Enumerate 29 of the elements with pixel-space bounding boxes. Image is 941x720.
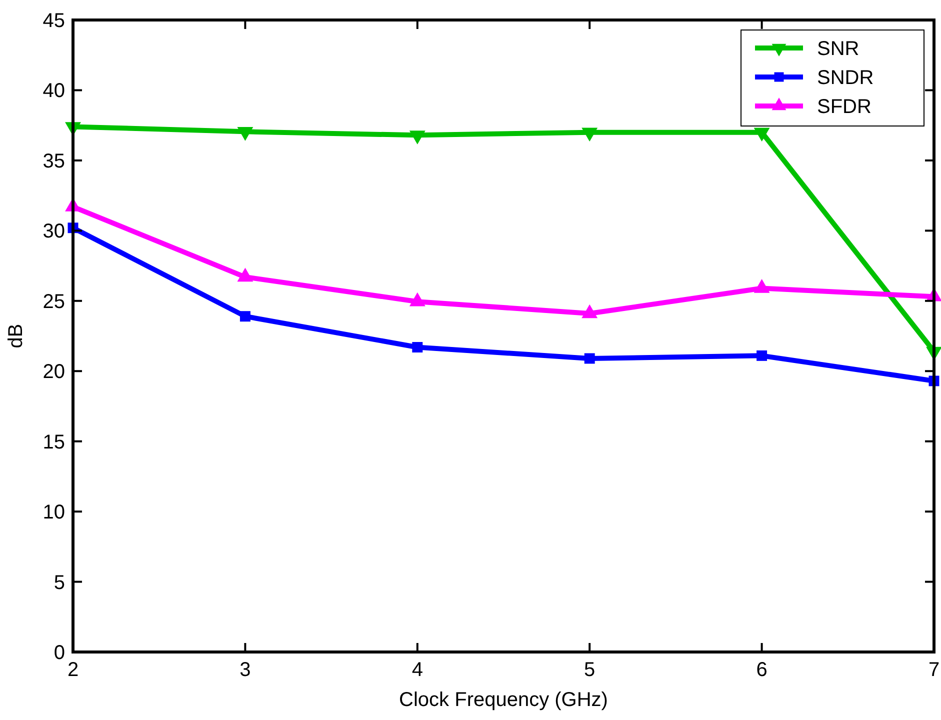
- point: [237, 127, 254, 141]
- y-tick-label: 5: [54, 572, 65, 594]
- x-tick-label: 3: [240, 659, 251, 681]
- point: [240, 311, 250, 322]
- y-tick-label: 35: [42, 150, 65, 172]
- y-tick-label: 0: [54, 642, 65, 664]
- legend-label: SNR: [817, 38, 860, 60]
- x-axis-title: Clock Frequency (GHz): [399, 689, 608, 711]
- y-tick-label: 10: [42, 502, 65, 524]
- y-tick-label: 15: [42, 431, 65, 454]
- point: [756, 350, 768, 361]
- x-tick-label: 4: [412, 659, 423, 681]
- x-tick-label: 2: [67, 659, 79, 681]
- y-tick-label: 20: [42, 361, 65, 384]
- y-tick-label: 25: [42, 290, 65, 313]
- point: [584, 353, 595, 364]
- x-tick-label: 5: [584, 659, 596, 681]
- point: [412, 342, 423, 352]
- y-axis-title: dB: [5, 324, 27, 348]
- x-tick-label: 7: [928, 659, 940, 681]
- legend-label: SNDR: [817, 67, 874, 89]
- point: [582, 128, 598, 142]
- point: [754, 128, 770, 142]
- point: [409, 130, 426, 144]
- y-tick-label: 40: [42, 80, 65, 102]
- y-tick-label: 30: [42, 220, 65, 243]
- x-tick-label: 6: [756, 659, 768, 681]
- y-tick-label: 45: [42, 10, 65, 32]
- legend-label: SFDR: [817, 96, 872, 118]
